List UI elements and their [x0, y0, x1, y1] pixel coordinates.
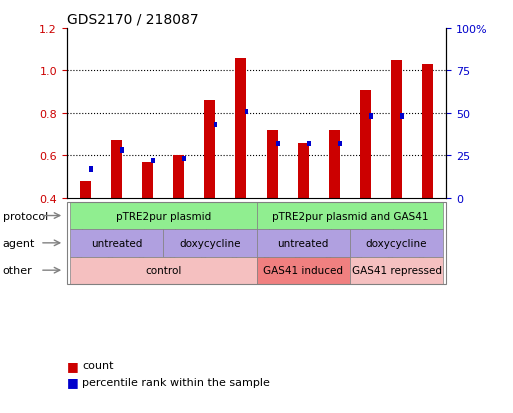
Bar — [213, 123, 218, 128]
Text: other: other — [3, 266, 32, 275]
Bar — [183, 157, 186, 162]
Text: count: count — [82, 361, 113, 370]
Text: doxycycline: doxycycline — [366, 238, 427, 248]
Bar — [298, 143, 309, 198]
Text: control: control — [145, 266, 181, 275]
Bar — [276, 142, 280, 147]
Bar — [338, 142, 342, 147]
Text: doxycycline: doxycycline — [179, 238, 241, 248]
Bar — [369, 114, 373, 119]
Bar — [391, 61, 402, 198]
Bar — [120, 148, 124, 153]
Bar — [422, 65, 433, 198]
Bar — [151, 159, 155, 164]
Text: protocol: protocol — [3, 211, 48, 221]
Text: pTRE2pur plasmid and GAS41: pTRE2pur plasmid and GAS41 — [271, 211, 428, 221]
Text: agent: agent — [3, 238, 35, 248]
Text: untreated: untreated — [91, 238, 142, 248]
Bar — [89, 167, 93, 172]
Bar — [307, 142, 311, 147]
Bar — [173, 156, 184, 198]
Bar — [235, 59, 246, 198]
Bar — [360, 90, 371, 198]
Text: percentile rank within the sample: percentile rank within the sample — [82, 377, 270, 387]
Text: ■: ■ — [67, 375, 78, 389]
Text: GAS41 repressed: GAS41 repressed — [351, 266, 442, 275]
Bar — [80, 181, 91, 198]
Bar — [400, 114, 404, 119]
Text: ■: ■ — [67, 359, 78, 372]
Bar — [245, 110, 248, 115]
Bar — [111, 141, 122, 198]
Bar — [267, 131, 278, 198]
Text: untreated: untreated — [278, 238, 329, 248]
Bar — [329, 131, 340, 198]
Text: pTRE2pur plasmid: pTRE2pur plasmid — [115, 211, 211, 221]
Bar — [204, 101, 215, 198]
Bar — [142, 162, 153, 198]
Text: GAS41 induced: GAS41 induced — [263, 266, 343, 275]
Text: GDS2170 / 218087: GDS2170 / 218087 — [67, 12, 199, 26]
